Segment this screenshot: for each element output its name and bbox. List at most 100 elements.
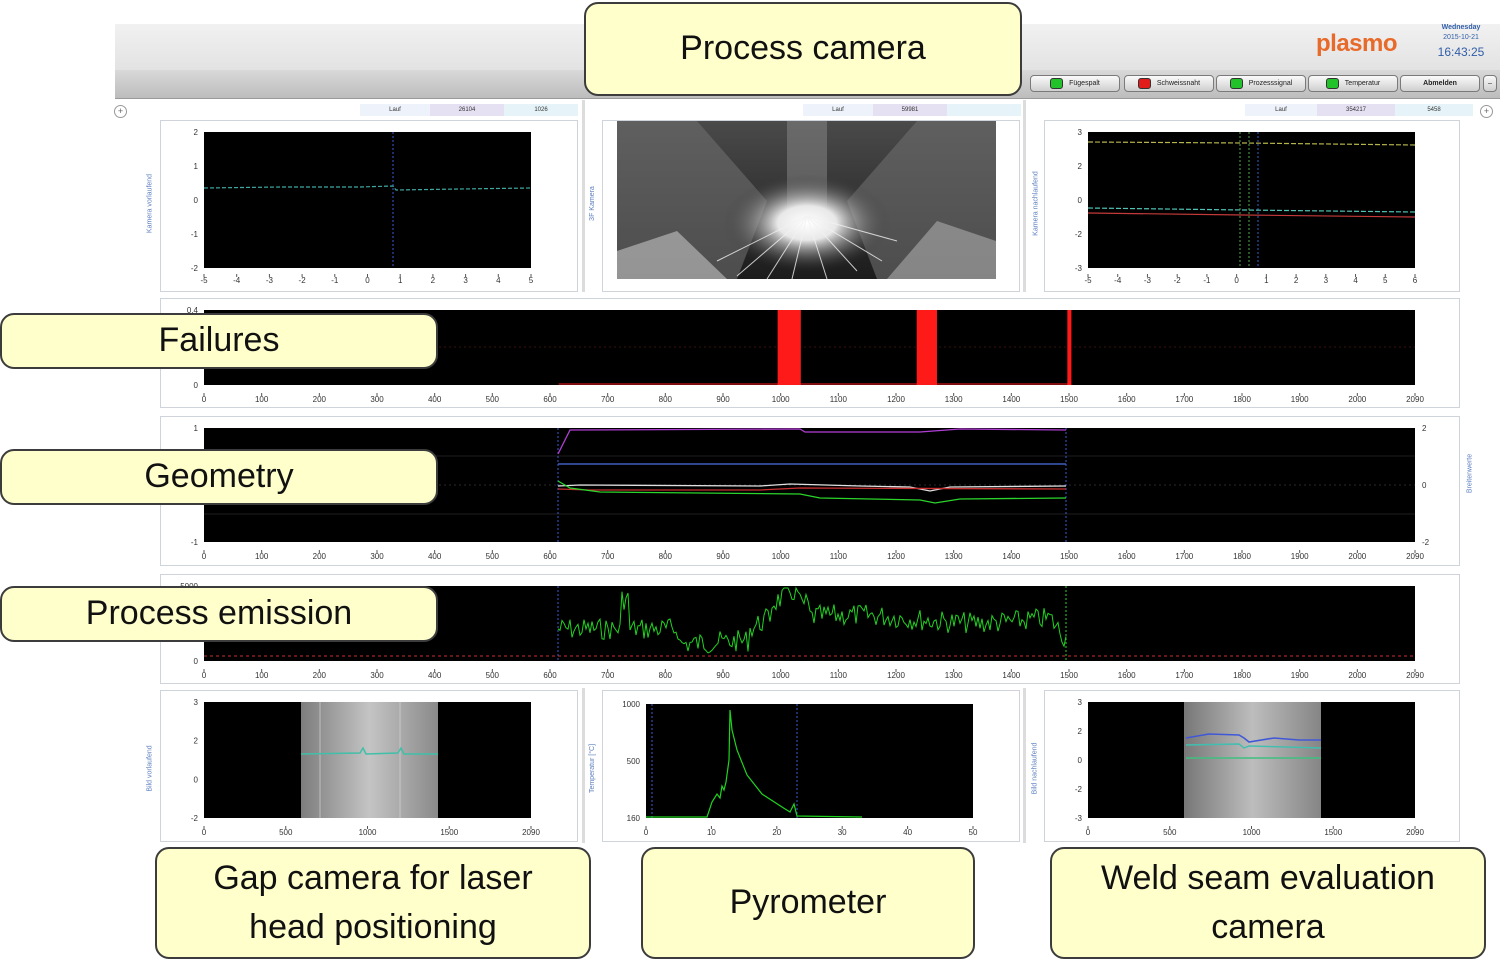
tick-label: 1500 bbox=[1060, 552, 1078, 561]
tick-label: 400 bbox=[428, 671, 442, 680]
tick-label: 0 bbox=[194, 381, 199, 390]
weld-camera-info-table: Lauf 354217 5458 bbox=[1245, 104, 1473, 119]
seam-lower-line bbox=[1087, 212, 1416, 218]
tick-label: 0 bbox=[202, 828, 207, 837]
tick-label: -2 bbox=[1422, 538, 1430, 547]
upper-edge-line bbox=[1087, 141, 1416, 146]
tick-label: -2 bbox=[299, 276, 307, 285]
tick-label: 0 bbox=[365, 276, 370, 285]
tick-label: 160 bbox=[627, 814, 641, 823]
tick-label: -1 bbox=[1203, 276, 1211, 285]
tick-label: 300 bbox=[370, 552, 384, 561]
tick-label: 2 bbox=[431, 276, 436, 285]
tick-label: 900 bbox=[716, 552, 730, 561]
process-camera-ylabel: 3F Kamera bbox=[589, 186, 596, 221]
tick-label: 1500 bbox=[1324, 828, 1342, 837]
process-camera-image bbox=[617, 121, 996, 279]
tick-label: 1700 bbox=[1175, 395, 1193, 404]
tick-label: 800 bbox=[659, 395, 673, 404]
weld-image bbox=[1184, 702, 1321, 818]
tick-label: 3 bbox=[1078, 128, 1083, 137]
tick-label: 3 bbox=[463, 276, 468, 285]
tick-label: -1 bbox=[331, 276, 339, 285]
tick-label: 100 bbox=[255, 552, 269, 561]
tick-label: -5 bbox=[200, 276, 208, 285]
tick-label: 800 bbox=[659, 671, 673, 680]
gap-camera-top-ylabel: Kamera vorlaufend bbox=[146, 173, 154, 234]
tick-label: 4 bbox=[1353, 276, 1358, 285]
tick-label: 1600 bbox=[1118, 671, 1136, 680]
tick-label: 1200 bbox=[887, 552, 905, 561]
tick-label: 2000 bbox=[1348, 671, 1366, 680]
callout-geometry: Geometry bbox=[0, 449, 438, 505]
tick-label: 100 bbox=[255, 671, 269, 680]
tick-label: 4 bbox=[496, 276, 501, 285]
tick-label: -4 bbox=[1114, 276, 1122, 285]
tick-label: 1800 bbox=[1233, 395, 1251, 404]
tick-label: 1900 bbox=[1291, 552, 1309, 561]
callout-gap-camera: Gap camera for laser head positioning bbox=[155, 847, 591, 959]
tick-label: -1 bbox=[191, 538, 199, 547]
tick-label: 1400 bbox=[1002, 552, 1020, 561]
pyrometer-ylabel: Temperatur [°C] bbox=[589, 743, 596, 794]
tick-label: 1400 bbox=[1002, 395, 1020, 404]
tick-label: 2090 bbox=[1406, 671, 1424, 680]
status-button-fuegespalt[interactable]: Fügespalt bbox=[1030, 75, 1120, 92]
tick-label: 1500 bbox=[1060, 395, 1078, 404]
tick-label: 1800 bbox=[1233, 552, 1251, 561]
minimize-button[interactable]: – bbox=[1483, 75, 1497, 92]
status-button-prozesssignal[interactable]: Prozesssignal bbox=[1216, 75, 1306, 92]
tick-label: 3 bbox=[194, 698, 199, 707]
tick-label: 2090 bbox=[1406, 552, 1424, 561]
tick-label: 0 bbox=[194, 657, 199, 666]
pin-right-icon[interactable]: + bbox=[1480, 105, 1493, 118]
tick-label: 0 bbox=[1078, 756, 1083, 765]
table-cell: 59981 bbox=[873, 104, 947, 116]
tick-label: 100 bbox=[255, 395, 269, 404]
tick-label: 0 bbox=[202, 395, 207, 404]
tick-label: 600 bbox=[543, 552, 557, 561]
tick-label: 1200 bbox=[887, 671, 905, 680]
plot-area bbox=[204, 132, 531, 268]
tick-label: 1000 bbox=[359, 828, 377, 837]
tick-label: 1100 bbox=[830, 395, 848, 404]
tick-label: 0 bbox=[1078, 196, 1083, 205]
weld-camera-top-ylabel: Kamera nachlaufend bbox=[1032, 171, 1040, 236]
process-camera-info-table: Lauf 59981 bbox=[803, 104, 1021, 119]
status-button-schweissnaht[interactable]: Schweissnaht bbox=[1124, 75, 1214, 92]
table-cell: 354217 bbox=[1317, 104, 1395, 116]
tick-label: 0 bbox=[644, 828, 649, 837]
weld-camera-bottom-plot: 0 500 1000 1500 2090 3 2 0 -2 -3 bbox=[1075, 698, 1425, 837]
status-led-icon bbox=[1229, 78, 1243, 89]
tick-label: 900 bbox=[716, 671, 730, 680]
tick-label: 1200 bbox=[887, 395, 905, 404]
callout-failures: Failures bbox=[0, 313, 438, 369]
callout-process-camera: Process camera bbox=[584, 2, 1022, 96]
panel-separator bbox=[1023, 100, 1026, 292]
tick-label: 2 bbox=[1422, 424, 1427, 433]
weld-upper-contour bbox=[1185, 733, 1321, 743]
tick-label: 300 bbox=[370, 395, 384, 404]
tick-label: -5 bbox=[1084, 276, 1092, 285]
tick-label: 2 bbox=[194, 737, 199, 746]
tick-label: 6 bbox=[1413, 276, 1418, 285]
panel-separator bbox=[1023, 688, 1026, 843]
tick-label: 0 bbox=[1234, 276, 1239, 285]
tick-label: 500 bbox=[486, 552, 500, 561]
tick-label: 200 bbox=[313, 552, 327, 561]
pin-left-icon[interactable]: + bbox=[114, 105, 127, 118]
tick-label: -3 bbox=[266, 276, 274, 285]
status-button-temperatur[interactable]: Temperatur bbox=[1308, 75, 1398, 92]
tick-label: 500 bbox=[279, 828, 293, 837]
tick-label: 1400 bbox=[1002, 671, 1020, 680]
geometry-right-ylabel: Breitenwerte bbox=[1466, 453, 1474, 494]
tick-label: -2 bbox=[191, 814, 199, 823]
logout-button[interactable]: Abmelden bbox=[1400, 75, 1480, 92]
tick-label: 5 bbox=[1383, 276, 1388, 285]
tick-label: 700 bbox=[601, 671, 615, 680]
tick-label: 1500 bbox=[1060, 671, 1078, 680]
gap-camera-info-table: Lauf 26104 1026 bbox=[360, 104, 578, 119]
tick-label: 0 bbox=[194, 775, 199, 784]
tick-label: 1300 bbox=[945, 395, 963, 404]
callout-weld-seam: Weld seam evaluation camera bbox=[1050, 847, 1486, 959]
